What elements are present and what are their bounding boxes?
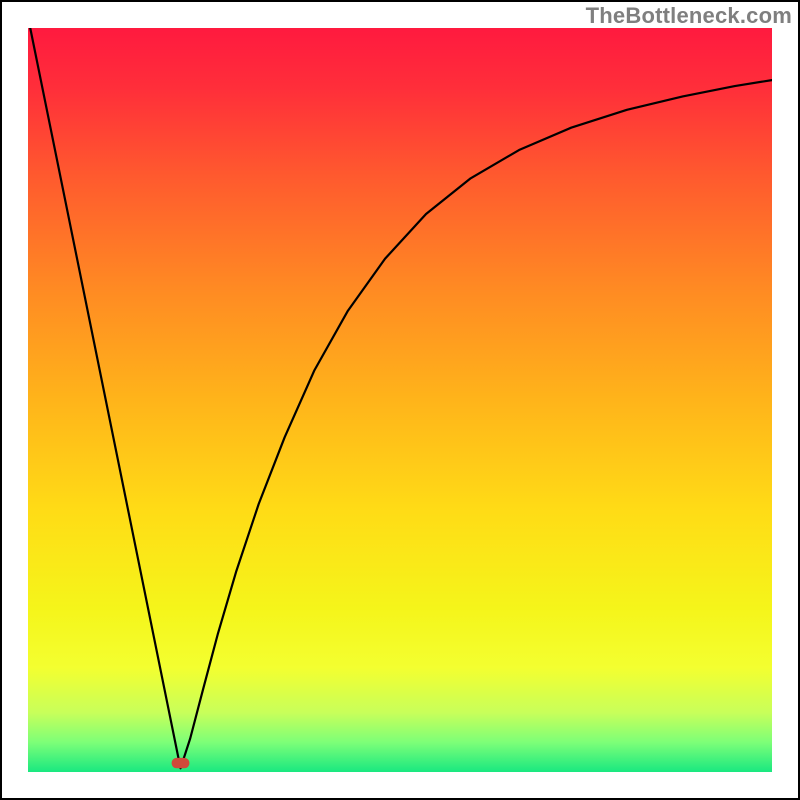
watermark-text: TheBottleneck.com bbox=[586, 3, 792, 29]
chart-svg bbox=[28, 28, 772, 772]
minimum-marker bbox=[172, 758, 190, 768]
chart-container: TheBottleneck.com bbox=[0, 0, 800, 800]
gradient-background bbox=[28, 28, 772, 772]
plot-area bbox=[28, 28, 772, 772]
